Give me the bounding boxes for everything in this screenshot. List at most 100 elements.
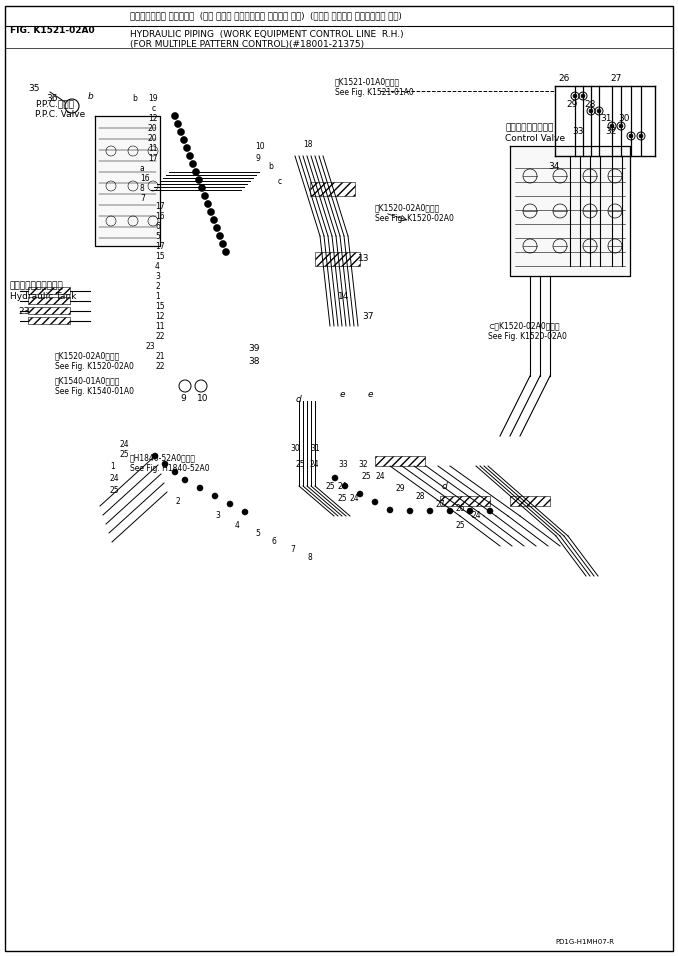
Text: 第K1521-01A0図参照: 第K1521-01A0図参照 bbox=[335, 77, 400, 86]
Circle shape bbox=[178, 128, 184, 136]
Circle shape bbox=[619, 124, 623, 128]
Text: 2: 2 bbox=[175, 496, 180, 506]
Text: 20: 20 bbox=[148, 123, 157, 133]
Circle shape bbox=[573, 94, 577, 98]
Circle shape bbox=[172, 113, 178, 120]
Circle shape bbox=[186, 153, 193, 160]
Text: 25: 25 bbox=[325, 482, 335, 490]
Bar bbox=[510, 496, 550, 506]
Text: d: d bbox=[442, 482, 447, 490]
Text: b: b bbox=[88, 92, 94, 100]
Text: 34: 34 bbox=[548, 162, 559, 170]
Text: ハイドロリックタンク: ハイドロリックタンク bbox=[10, 281, 64, 291]
Text: 24: 24 bbox=[472, 511, 481, 520]
Bar bbox=[440, 496, 490, 506]
Text: 17: 17 bbox=[148, 154, 157, 163]
Circle shape bbox=[357, 491, 363, 497]
Text: See Fig. H1840-52A0: See Fig. H1840-52A0 bbox=[130, 464, 210, 472]
Text: 27: 27 bbox=[435, 499, 445, 509]
Circle shape bbox=[610, 124, 614, 128]
Circle shape bbox=[201, 192, 209, 200]
Text: P.P.C.バルブ: P.P.C.バルブ bbox=[35, 99, 74, 108]
Text: 27: 27 bbox=[610, 74, 621, 82]
Text: 32: 32 bbox=[605, 126, 616, 136]
Circle shape bbox=[212, 493, 218, 499]
Circle shape bbox=[180, 137, 188, 143]
Circle shape bbox=[205, 201, 212, 207]
Circle shape bbox=[199, 185, 205, 191]
Circle shape bbox=[210, 216, 218, 224]
Circle shape bbox=[207, 208, 214, 215]
Circle shape bbox=[407, 508, 413, 514]
Text: ハイドロリック パイピング  (サギ ヨウキ コントロール ライン、 ミギ)  (マルチ パターン コントロール ヨウ): ハイドロリック パイピング (サギ ヨウキ コントロール ライン、 ミギ) (マ… bbox=[130, 11, 402, 20]
Text: c: c bbox=[152, 103, 156, 113]
Circle shape bbox=[182, 477, 188, 483]
Text: 29: 29 bbox=[395, 484, 405, 492]
Text: 5: 5 bbox=[255, 530, 260, 538]
Bar bbox=[28, 317, 70, 324]
Circle shape bbox=[467, 508, 473, 514]
Text: (FOR MULTIPLE PATTERN CONTROL)(#18001-21375): (FOR MULTIPLE PATTERN CONTROL)(#18001-21… bbox=[130, 39, 364, 49]
Circle shape bbox=[427, 508, 433, 514]
Text: 12: 12 bbox=[155, 312, 165, 320]
Text: 23: 23 bbox=[18, 307, 29, 315]
Text: 24: 24 bbox=[110, 473, 119, 483]
Text: 24: 24 bbox=[376, 471, 386, 481]
Text: 30: 30 bbox=[618, 114, 629, 122]
Circle shape bbox=[214, 225, 220, 231]
Polygon shape bbox=[95, 116, 160, 246]
Text: HYDRAULIC PIPING  (WORK EQUIPMENT CONTROL LINE  R.H.): HYDRAULIC PIPING (WORK EQUIPMENT CONTROL… bbox=[130, 30, 403, 38]
Circle shape bbox=[581, 94, 585, 98]
Text: 32: 32 bbox=[358, 460, 367, 468]
Circle shape bbox=[597, 109, 601, 113]
Text: 24: 24 bbox=[310, 460, 319, 468]
Text: 8: 8 bbox=[140, 184, 144, 192]
Text: 26: 26 bbox=[455, 504, 464, 512]
Text: 8: 8 bbox=[308, 554, 313, 562]
Circle shape bbox=[162, 461, 168, 467]
Circle shape bbox=[629, 134, 633, 138]
Text: 23: 23 bbox=[145, 341, 155, 351]
Polygon shape bbox=[510, 146, 630, 276]
Text: 31: 31 bbox=[310, 444, 319, 452]
Bar bbox=[28, 287, 70, 294]
Text: 16: 16 bbox=[155, 211, 165, 221]
Text: FIG. K1521-02A0: FIG. K1521-02A0 bbox=[10, 26, 95, 35]
Circle shape bbox=[387, 507, 393, 513]
Text: 35: 35 bbox=[28, 83, 39, 93]
Text: See Fig. K1540-01A0: See Fig. K1540-01A0 bbox=[55, 386, 134, 396]
Text: See Fig. K1520-02A0: See Fig. K1520-02A0 bbox=[488, 332, 567, 340]
Text: 28: 28 bbox=[415, 491, 424, 501]
Bar bbox=[28, 297, 70, 304]
Text: 11: 11 bbox=[155, 321, 165, 331]
Text: 6: 6 bbox=[272, 537, 277, 547]
Text: 37: 37 bbox=[362, 312, 374, 320]
Text: 5: 5 bbox=[155, 231, 160, 241]
Text: 22: 22 bbox=[155, 361, 165, 371]
Text: 19: 19 bbox=[148, 94, 157, 102]
Text: ⊂第K1520-02A0図参照: ⊂第K1520-02A0図参照 bbox=[488, 321, 559, 331]
Text: a: a bbox=[140, 163, 144, 172]
Bar bbox=[28, 307, 70, 314]
Text: 15: 15 bbox=[155, 251, 165, 260]
Circle shape bbox=[193, 168, 199, 176]
Text: 18: 18 bbox=[303, 140, 313, 148]
Text: 39: 39 bbox=[248, 343, 260, 353]
Text: 3: 3 bbox=[155, 272, 160, 280]
Text: 25: 25 bbox=[456, 522, 466, 531]
Text: 9: 9 bbox=[180, 394, 186, 402]
Text: 20: 20 bbox=[148, 134, 157, 142]
Text: 14: 14 bbox=[338, 292, 349, 300]
Text: 7: 7 bbox=[290, 546, 295, 554]
Text: 38: 38 bbox=[248, 357, 260, 365]
Text: e: e bbox=[368, 389, 374, 399]
Text: 第H1840-52A0図参照: 第H1840-52A0図参照 bbox=[130, 453, 196, 463]
Circle shape bbox=[639, 134, 643, 138]
Text: 1: 1 bbox=[110, 462, 115, 470]
Text: 28: 28 bbox=[584, 99, 595, 108]
Circle shape bbox=[342, 483, 348, 489]
Text: b: b bbox=[268, 162, 273, 170]
Text: 第K1520-02A0図参照: 第K1520-02A0図参照 bbox=[55, 352, 120, 360]
Text: See Fig. K1520-02A0: See Fig. K1520-02A0 bbox=[375, 213, 454, 223]
Text: See Fig. K1520-02A0: See Fig. K1520-02A0 bbox=[55, 361, 134, 371]
